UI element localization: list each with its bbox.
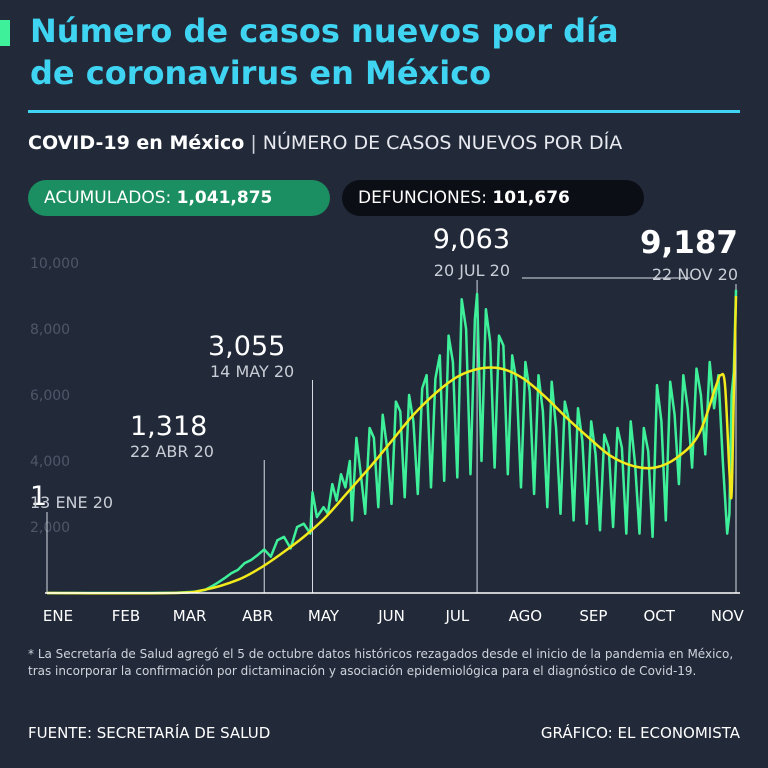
subtitle-light: NÚMERO DE CASOS NUEVOS POR DÍA — [262, 132, 623, 154]
x-tick-label: AGO — [509, 607, 542, 625]
chart-series — [46, 289, 738, 595]
x-tick-label: FEB — [112, 607, 140, 625]
y-tick-label: 6,000 — [30, 388, 70, 404]
x-tick-label: JUN — [377, 607, 405, 625]
chart-subtitle: COVID-19 en México | NÚMERO DE CASOS NUEVO… — [28, 132, 622, 154]
y-tick-label: 10,000 — [30, 256, 79, 272]
subtitle-bold: COVID-19 en México — [28, 132, 245, 154]
annotation-value: 9,187 — [640, 225, 738, 261]
page-title: Número de casos nuevos por día de corona… — [30, 10, 619, 94]
x-tick-label: JUL — [444, 607, 469, 625]
graphic-credit: GRÁFICO: EL ECONOMISTA — [540, 724, 740, 742]
defunciones-value: 101,676 — [492, 188, 570, 208]
average-series-line — [46, 295, 738, 595]
defunciones-badge: DEFUNCIONES: 101,676 — [342, 180, 644, 216]
x-axis-month-labels: ENE FEB MAR ABR MAY JUN JUL AGO SEP OCT NOV — [43, 607, 745, 625]
annotation-value: 1 — [30, 481, 47, 512]
subtitle-separator: | — [250, 132, 257, 154]
title-accent-bar — [0, 20, 10, 46]
title-line-1: Número de casos nuevos por día — [30, 12, 619, 50]
annotation-date: 22 ABR 20 — [130, 442, 214, 461]
title-divider — [28, 110, 740, 113]
x-tick-label: ABR — [242, 607, 273, 625]
annotation-value: 3,055 — [208, 331, 285, 362]
annotation-date: 14 MAY 20 — [210, 362, 294, 381]
title-line-2: de coronavirus en México — [30, 54, 492, 92]
annotation-date: 13 ENE 20 — [30, 493, 113, 512]
annotation-date: 22 NOV 20 — [652, 265, 738, 284]
footnote: * La Secretaría de Salud agregó el 5 de … — [28, 647, 734, 678]
acumulados-value: 1,041,875 — [176, 188, 273, 208]
x-tick-label: SEP — [579, 607, 607, 625]
defunciones-label: DEFUNCIONES: — [358, 188, 488, 208]
cases-line-chart: 10,000 8,000 6,000 4,000 2,000 ENE FEB MAR ABR M… — [30, 224, 745, 625]
x-tick-label: NOV — [711, 607, 745, 625]
annotation-date: 20 JUL 20 — [434, 261, 510, 280]
annotation-value: 1,318 — [130, 411, 207, 442]
acumulados-label: ACUMULADOS: — [44, 188, 172, 208]
source-credit: FUENTE: SECRETARÍA DE SALUD — [28, 724, 271, 742]
y-tick-label: 8,000 — [30, 322, 70, 338]
annotation-value: 9,063 — [433, 224, 510, 255]
x-tick-label: ENE — [43, 607, 73, 625]
y-tick-label: 4,000 — [30, 454, 70, 470]
daily-cases-series-line — [47, 289, 738, 595]
acumulados-badge: ACUMULADOS: 1,041,875 — [28, 180, 330, 216]
y-tick-label: 2,000 — [30, 520, 70, 536]
x-tick-label: OCT — [643, 607, 675, 625]
x-tick-label: MAR — [173, 607, 207, 625]
x-tick-label: MAY — [308, 607, 340, 625]
y-axis-ticks: 10,000 8,000 6,000 4,000 2,000 — [30, 256, 79, 536]
